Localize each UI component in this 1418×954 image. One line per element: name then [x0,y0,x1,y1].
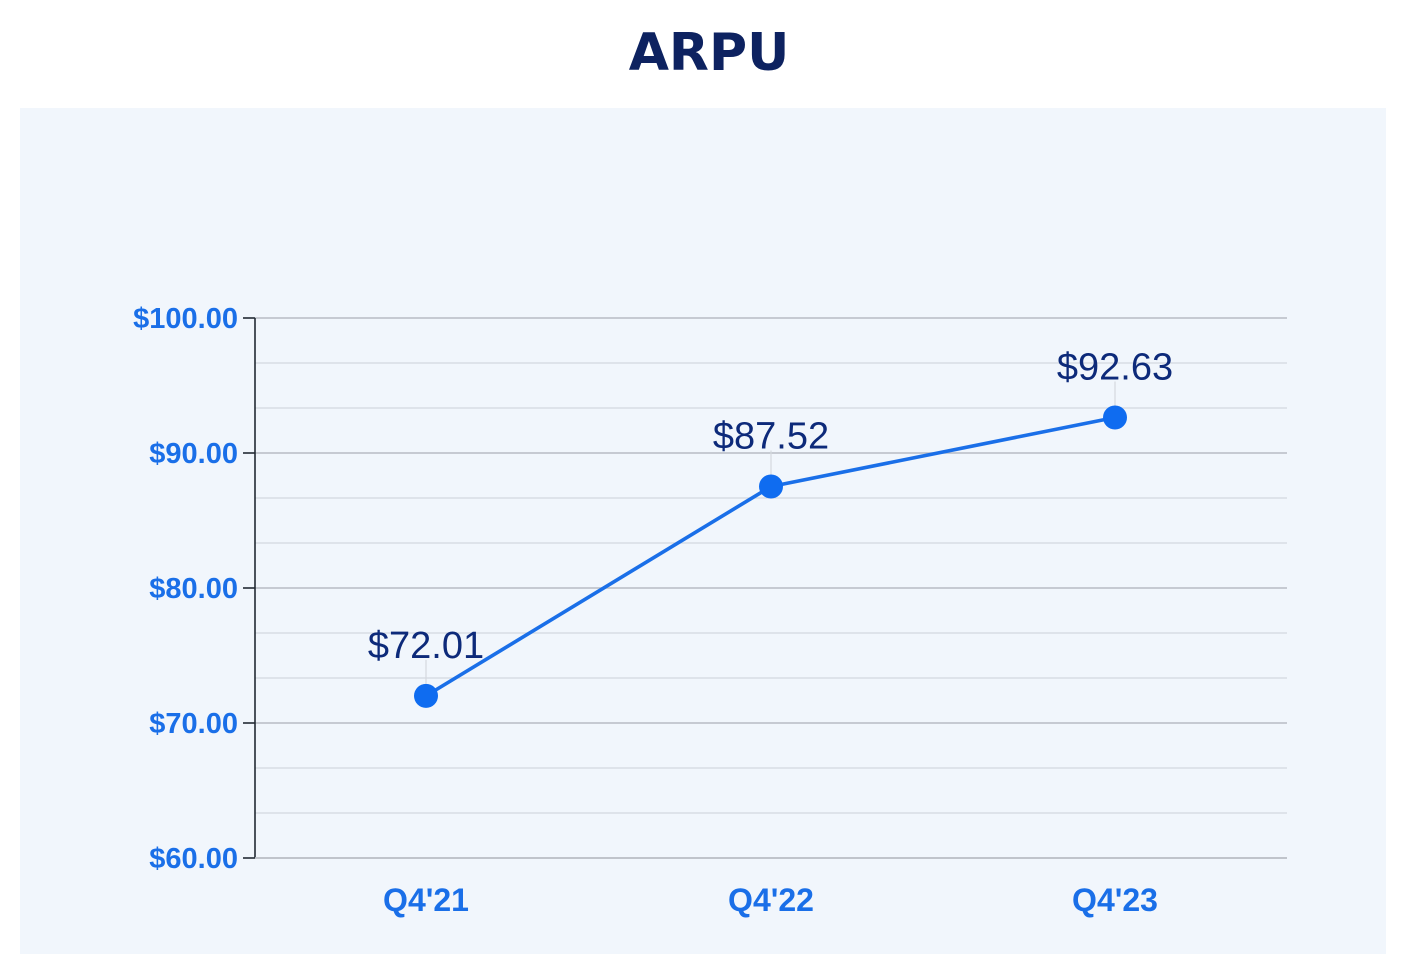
line-chart: $60.00$70.00$80.00$90.00$100.00 Q4'21 Q4'… [133,303,1287,918]
axes [243,317,1287,859]
y-tick-labels: $60.00 $70.00 $80.00 $90.00 $100.00 [133,303,238,875]
y-tick-label: $60.00 [149,843,238,875]
data-label: $72.01 [368,625,484,667]
data-markers [414,405,1127,708]
chart-panel: $60.00 $70.00 $80.00 $90.00 $100.00 Q4'21 Q4'… [20,108,1386,954]
data-point [414,683,438,708]
y-tick-label: $100.00 [133,303,238,335]
grid-lines [255,317,1287,814]
y-tick-label: $90.00 [149,438,238,470]
x-tick-label: Q4'21 [383,882,469,918]
data-label: $87.52 [713,415,829,457]
x-tick-label: Q4'23 [1072,882,1158,918]
data-point [1103,405,1127,430]
x-tick-labels: Q4'21 Q4'22 Q4'23 [383,882,1158,918]
data-point [759,474,783,499]
data-labels: $72.01 $87.52 $92.63 [368,346,1173,684]
page-title: ARPU [628,23,790,83]
data-label: $92.63 [1057,346,1173,388]
y-tick-label: $80.00 [149,573,238,605]
y-tick-label: $70.00 [149,708,238,740]
x-tick-label: Q4'22 [728,882,814,918]
